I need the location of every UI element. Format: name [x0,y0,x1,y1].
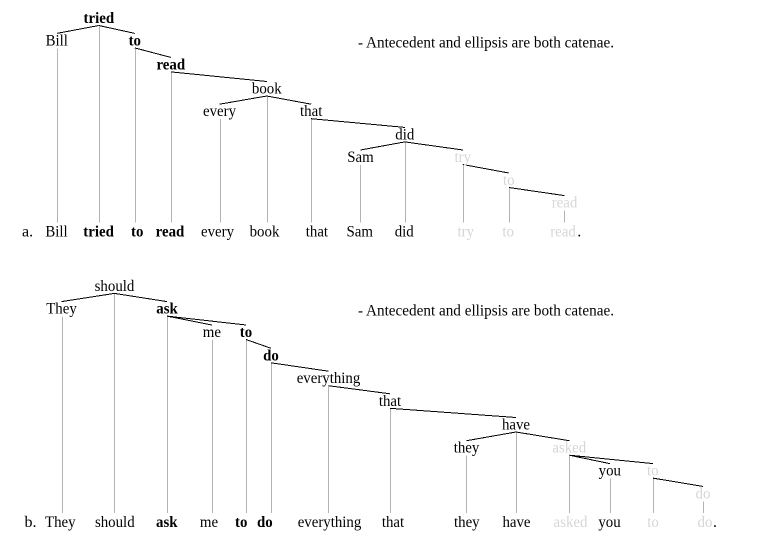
svg-text:book: book [252,81,282,98]
svg-text:do: do [257,514,273,531]
svg-text:ask: ask [156,514,178,531]
svg-text:read: read [156,56,185,73]
svg-text:Bill: Bill [46,32,69,49]
svg-text:asked: asked [554,514,588,531]
svg-text:to: to [647,463,659,480]
svg-text:they: they [454,440,480,457]
svg-text:have: have [502,417,530,434]
svg-text:to: to [502,224,514,241]
svg-text:do: do [698,514,713,531]
svg-text:you: you [599,463,621,480]
svg-text:me: me [203,324,221,341]
svg-text:that: that [379,393,402,410]
svg-text:they: they [454,514,480,531]
svg-text:try: try [455,149,472,166]
svg-text:do: do [263,347,279,364]
svg-text:to: to [240,324,252,341]
svg-text:me: me [200,514,218,531]
svg-text:to: to [647,514,659,531]
svg-text:- Antecedent and ellipsis are: - Antecedent and ellipsis are both caten… [358,303,614,320]
svg-text:that: that [382,514,405,531]
svg-text:did: did [395,224,414,241]
svg-text:tried: tried [83,224,114,241]
svg-text:every: every [201,224,234,241]
svg-text:Sam: Sam [346,224,373,241]
svg-text:a.: a. [22,224,33,241]
svg-text:read: read [550,224,576,241]
svg-text:tried: tried [84,10,115,27]
svg-text:do: do [696,485,711,502]
svg-text:should: should [95,514,135,531]
svg-text:did: did [395,126,414,143]
svg-text:book: book [250,224,280,241]
svg-text:read: read [552,195,578,212]
svg-text:Sam: Sam [347,149,374,166]
svg-text:everything: everything [297,370,361,387]
svg-text:read: read [156,224,185,241]
svg-text:every: every [203,103,236,120]
svg-text:have: have [502,514,530,531]
svg-text:you: you [598,514,620,531]
svg-text:should: should [95,278,135,295]
svg-text:to: to [503,172,515,189]
svg-text:that: that [300,103,323,120]
svg-text:ask: ask [156,301,178,318]
svg-text:Bill: Bill [45,224,68,241]
svg-text:to: to [131,224,143,241]
svg-text:.: . [577,224,581,241]
svg-text:- Antecedent and ellipsis are: - Antecedent and ellipsis are both caten… [358,35,614,52]
svg-text:They: They [46,301,77,318]
svg-text:.: . [713,514,717,531]
svg-text:that: that [306,224,329,241]
svg-text:b.: b. [25,514,37,531]
svg-text:to: to [129,32,141,49]
svg-text:try: try [458,224,475,241]
svg-text:They: They [45,514,76,531]
svg-text:everything: everything [298,514,362,531]
svg-text:to: to [235,514,247,531]
svg-text:asked: asked [552,440,586,457]
